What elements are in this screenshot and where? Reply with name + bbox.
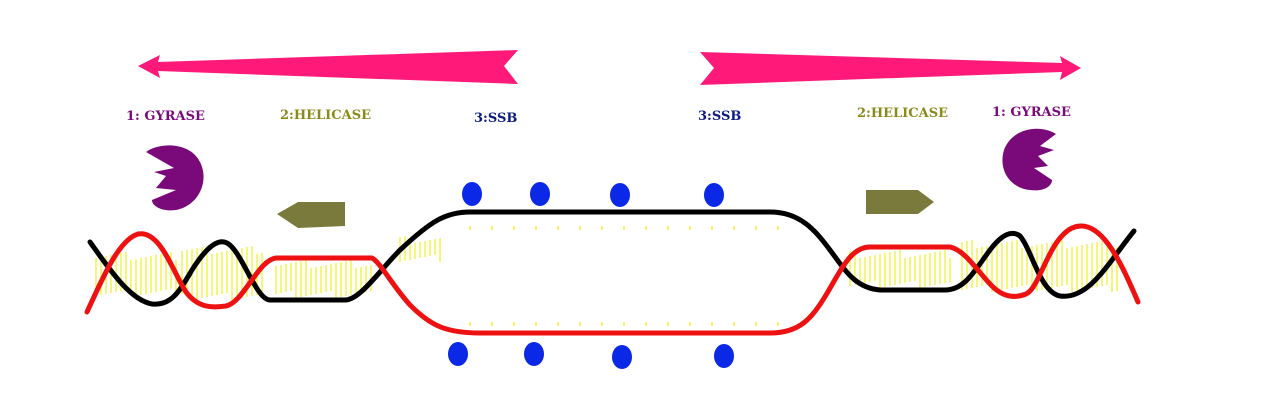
- enzyme-labels: 1: GYRASE 2:HELICASE 3:SSB 3:SSB 2:HELIC…: [126, 105, 1071, 126]
- ssb-dot-icon: [612, 345, 632, 369]
- gyrase-label-left: 1: GYRASE: [126, 109, 205, 124]
- gyrase-left-icon: [146, 145, 204, 210]
- helicase-left-icon: [277, 202, 345, 228]
- ssb-dot-icon: [704, 183, 724, 207]
- ssb-dot-icon: [714, 344, 734, 368]
- red-strand: [87, 226, 1138, 333]
- direction-arrows: [138, 50, 1081, 85]
- ssb-label-left: 3:SSB: [474, 111, 517, 126]
- right-arrow-icon: [700, 52, 1081, 85]
- ssb-dot-icon: [462, 182, 482, 206]
- ssb-dot-icon: [448, 342, 468, 366]
- helicase-right-icon: [866, 190, 934, 214]
- ssb-dot-icon: [610, 183, 630, 207]
- ssb-dot-icon: [524, 342, 544, 366]
- gyrase-label-right: 1: GYRASE: [992, 105, 1071, 120]
- gyrase-right-icon: [1002, 129, 1056, 191]
- dna-strands: [87, 212, 1138, 333]
- ssb-label-right: 3:SSB: [698, 109, 741, 124]
- helicase-enzymes: [277, 190, 934, 228]
- helicase-label-left: 2:HELICASE: [280, 108, 371, 123]
- ssb-dot-icon: [530, 182, 550, 206]
- left-arrow-icon: [138, 50, 518, 84]
- helicase-label-right: 2:HELICASE: [857, 106, 948, 121]
